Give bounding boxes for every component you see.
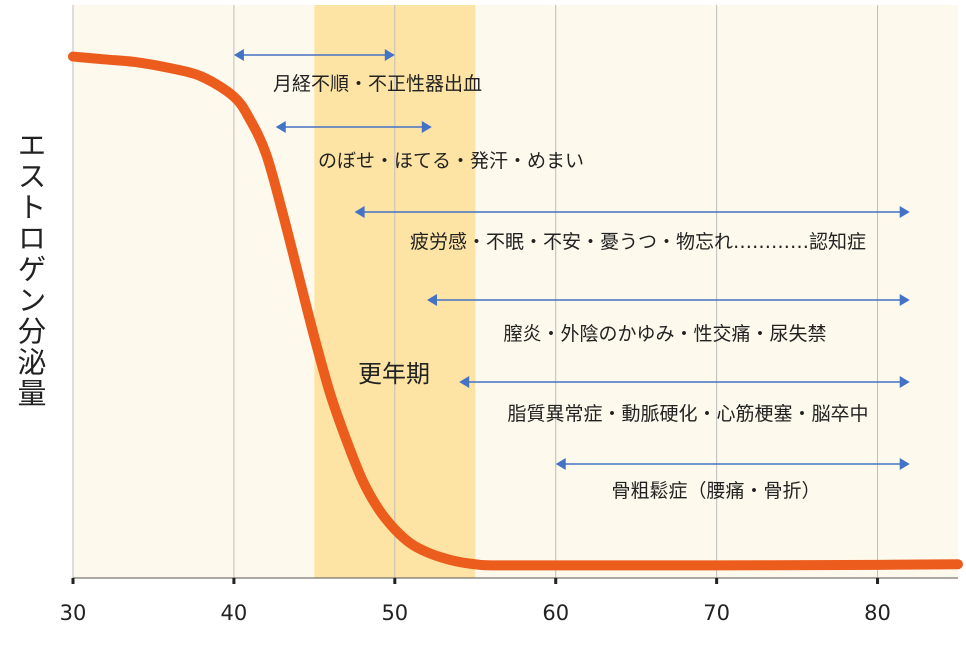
arrow-head: [899, 376, 910, 388]
arrow-head: [427, 294, 437, 306]
symptom-label: 疲労感・不眠・不安・憂うつ・物忘れ…………認知症: [410, 231, 866, 253]
symptom-label: 月経不順・不正性器出血: [273, 73, 482, 95]
grid-lines: [72, 5, 879, 578]
arrow-head: [233, 49, 244, 61]
arrow-head: [421, 121, 432, 133]
estrogen-curve: [68, 51, 963, 571]
x-tick-label: 40: [221, 601, 248, 625]
arrow-head: [899, 458, 910, 470]
y-axis-label: エストロゲン分泌量: [13, 130, 47, 409]
arrow-head: [555, 458, 566, 470]
band-label: 更年期: [358, 360, 430, 388]
x-tick-label: 70: [703, 601, 730, 625]
arrow-head: [384, 49, 395, 61]
x-tick-label: 80: [864, 601, 891, 625]
symptom-label: のぼせ・ほてる・発汗・めまい: [318, 150, 584, 172]
x-tick-label: 50: [381, 601, 408, 625]
x-tick-label: 30: [60, 601, 87, 625]
symptom-label: 膣炎・外陰のかゆみ・性交痛・尿失禁: [503, 323, 826, 345]
arrow-head: [899, 206, 910, 218]
arrow-head: [459, 376, 470, 388]
arrow-head: [899, 294, 910, 306]
symptom-label: 骨粗鬆症（腰痛・骨折）: [611, 480, 820, 502]
arrow-head: [354, 206, 365, 218]
x-ticks: 30 40 50 60 70 80: [60, 578, 891, 625]
x-tick-label: 60: [542, 601, 569, 625]
plot-background: [73, 5, 958, 578]
arrow-head: [275, 121, 286, 133]
symptom-annotations: 月経不順・不正性器出血のぼせ・ほてる・発汗・めまい疲労感・不眠・不安・憂うつ・物…: [233, 49, 910, 502]
symptom-label: 脂質異常症・動脈硬化・心筋梗塞・脳卒中: [507, 403, 868, 425]
